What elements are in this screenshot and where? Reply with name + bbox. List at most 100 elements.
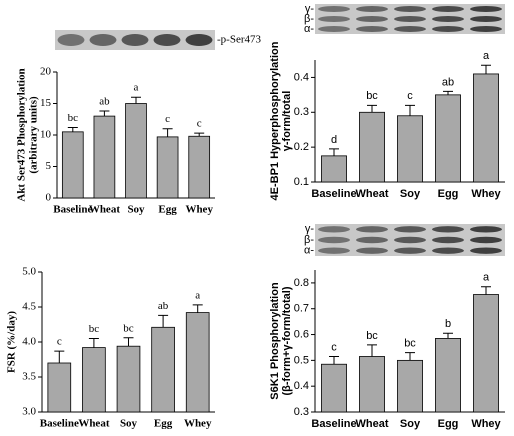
bar [116,345,141,413]
blot-band [432,16,464,22]
significance-letter: c [197,118,202,130]
blot-band [470,6,502,12]
panel-akt: 0 5 10 15 20 Akt Ser473 Phosphorylation (arbit… [16,30,261,216]
blot-band [318,226,350,233]
significance-letter: ab [442,76,454,88]
x-tick-label: Soy [127,204,145,216]
bar [359,356,385,413]
blot-band [153,34,181,46]
blot-band [394,26,426,32]
bar [156,136,179,199]
panel-4ebp1: 0.10.20.30.44E-BP1 Hyperphosphorylation γ… [269,3,505,200]
significance-letter: ab [99,96,110,108]
x-tick-label: Soy [400,418,421,430]
blot-band [432,26,464,32]
blot-label: β- [304,234,314,246]
y-axis-label: (arbitrary units) [28,96,40,174]
x-tick-label: Egg [438,418,459,430]
error-bar [329,148,339,156]
y-axis-label: FSR (%/day) [6,311,18,373]
bar [188,135,211,199]
x-tick-label: Wheat [356,188,389,200]
significance-letter: ab [158,300,169,312]
bar [473,294,499,413]
significance-letter: bc [366,90,378,102]
y-tick-label: 0.6 [294,328,309,340]
x-tick-label: Wheat [78,418,110,430]
significance-letter: bc [366,330,378,342]
y-axis-label: Akt Ser473 Phosphorylation [16,68,28,201]
error-bar [123,337,134,347]
error-bar [367,104,377,113]
bar [435,94,461,183]
blot-band [394,16,426,22]
blot-band [318,6,350,12]
bar [82,347,106,413]
y-tick-label: 0.3 [294,406,309,418]
bar [473,73,499,183]
y-axis-label: S6K1 Phosphorylation [269,282,281,400]
bar [151,326,175,413]
y-tick-label: 5 [46,160,52,172]
blot-band [356,26,388,32]
blot-band [394,6,426,12]
panel-fsr: 3.0 3.5 4.0 4.5 5.0 FSR (%/day) c Baseline bc Whe… [6,266,215,430]
error-bar [88,338,99,348]
error-bar [131,96,141,104]
significance-letter: b [445,318,451,330]
blot-band [470,247,502,254]
y-tick-label: 5.0 [22,266,36,278]
significance-letter: c [57,336,62,348]
y-tick-label: 0 [46,192,52,204]
error-bar [162,128,173,137]
y-tick-label: 15 [40,97,52,109]
error-bar [405,352,415,361]
x-tick-label: Egg [158,204,177,216]
y-tick-label: 0.8 [294,277,309,289]
blot-band [432,247,464,254]
x-tick-label: Whey [185,204,213,216]
significance-letter: a [134,82,139,94]
y-tick-label: 0.1 [294,176,309,188]
bar [321,155,347,183]
x-tick-label: Whey [184,418,212,430]
blot-band [470,16,502,22]
significance-letter: d [331,134,337,146]
blot-label: γ- [305,223,315,235]
error-bar [443,90,453,95]
y-tick-label: 20 [40,66,52,78]
y-axis-label: 4E-BP1 Hyperphosphorylation [269,41,281,200]
panel-s6k1: 0.3 0.4 0.5 0.6 0.7 0.8 S6K1 Phosphorylation (β… [269,223,505,430]
blot-band [356,16,388,22]
x-tick-label: Baseline [311,418,356,430]
error-bar [194,132,205,137]
blot-band [318,236,350,244]
x-tick-label: Baseline [40,418,79,430]
y-tick-label: 10 [40,129,52,141]
blot-band [470,26,502,32]
bar [397,359,423,413]
y-tick-label: 0.4 [294,380,309,392]
y-tick-label: 3.5 [22,371,36,383]
y-tick-label: 4.0 [22,336,36,348]
blot-band [356,226,388,233]
y-tick-label: 0.4 [294,71,309,83]
y-tick-label: 0.2 [294,141,309,153]
significance-letter: bc [404,338,416,350]
blot-band [470,236,502,244]
error-bar [99,110,110,117]
error-bar [481,64,491,74]
x-tick-label: Egg [438,188,459,200]
y-tick-label: 3.0 [22,406,36,418]
x-tick-label: Whey [471,188,501,200]
error-bar [54,350,65,363]
x-tick-label: Whey [471,418,501,430]
significance-letter: bc [89,323,100,335]
significance-letter: c [165,113,170,125]
x-tick-label: Soy [400,188,421,200]
blot-band [432,6,464,12]
blot-band [394,226,426,233]
blot-label: -p-Ser473 [217,34,261,46]
blot-band [470,226,502,233]
